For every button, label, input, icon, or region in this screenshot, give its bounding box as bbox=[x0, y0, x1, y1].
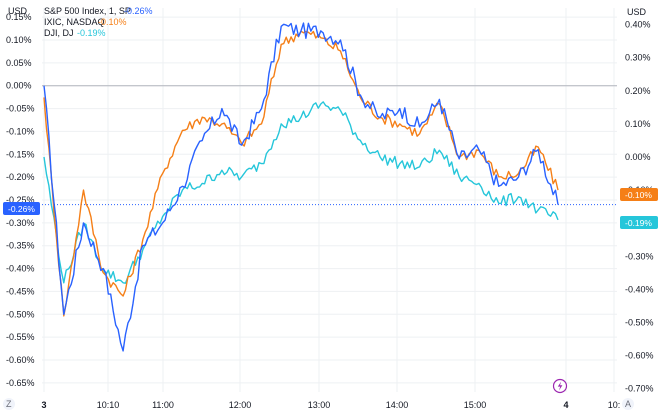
badge-ixic-text: -0.10% bbox=[625, 190, 652, 200]
time-tick-label: 10:10 bbox=[97, 400, 120, 410]
right-tick-label: 0.00% bbox=[625, 152, 651, 162]
left-tick-label: -0.30% bbox=[6, 218, 35, 228]
series-line-dji[interactable] bbox=[43, 101, 559, 284]
lightning-glyph bbox=[557, 381, 563, 391]
legend-label-dji: DJI, DJ bbox=[44, 28, 74, 38]
legend-value-dji: -0.19% bbox=[77, 28, 106, 38]
legend[interactable]: S&P 500 Index, 1, SP -0.26% IXIC, NASDAQ… bbox=[44, 6, 153, 38]
legend-label-spx: S&P 500 Index, 1, SP bbox=[44, 6, 131, 16]
series-lines[interactable] bbox=[43, 22, 559, 352]
left-tick-label: 0.00% bbox=[6, 81, 32, 91]
left-tick-label: -0.55% bbox=[6, 332, 35, 342]
auto-scale-right-label: A bbox=[625, 399, 631, 409]
badge-dji-text: -0.19% bbox=[625, 218, 652, 228]
last-price-badge-right-dji: -0.19% bbox=[620, 216, 658, 229]
legend-value-spx: -0.26% bbox=[124, 6, 153, 16]
time-tick-label: 13:00 bbox=[308, 400, 331, 410]
badge-spx-text: -0.26% bbox=[8, 204, 35, 214]
auto-scale-left-label: Z bbox=[6, 399, 12, 409]
left-axis-unit: USD bbox=[8, 6, 28, 16]
time-tick-label: 12:00 bbox=[229, 400, 252, 410]
time-tick-label: 14:00 bbox=[386, 400, 409, 410]
left-tick-label: -0.65% bbox=[6, 378, 35, 388]
left-tick-label: -0.60% bbox=[6, 355, 35, 365]
left-tick-label: -0.05% bbox=[6, 104, 35, 114]
last-price-badge-right-ixic: -0.10% bbox=[620, 188, 658, 201]
right-tick-label: -0.50% bbox=[625, 317, 654, 327]
right-tick-label: 0.40% bbox=[625, 20, 651, 30]
grid-lines bbox=[42, 8, 617, 392]
legend-label-ixic: IXIC, NASDAQ bbox=[44, 17, 105, 27]
time-axis[interactable]: 3 10:10 11:00 12:00 13:00 14:00 15:00 4 10: bbox=[41, 400, 620, 410]
time-tick-label: 3 bbox=[41, 400, 46, 410]
auto-scale-button-right[interactable]: A bbox=[622, 398, 634, 410]
time-tick-label: 4 bbox=[563, 400, 568, 410]
left-tick-label: -0.45% bbox=[6, 286, 35, 296]
left-tick-label: 0.15% bbox=[6, 12, 32, 22]
right-tick-label: 0.20% bbox=[625, 86, 651, 96]
left-tick-label: -0.35% bbox=[6, 241, 35, 251]
left-tick-label: 0.05% bbox=[6, 58, 32, 68]
right-tick-label: 0.10% bbox=[625, 119, 651, 129]
left-tick-label: -0.15% bbox=[6, 149, 35, 159]
left-tick-label: 0.10% bbox=[6, 35, 32, 45]
time-tick-label: 15:00 bbox=[464, 400, 487, 410]
series-line-spx[interactable] bbox=[43, 22, 559, 352]
left-tick-label: -0.20% bbox=[6, 172, 35, 182]
right-tick-label: -0.40% bbox=[625, 284, 654, 294]
legend-value-ixic: -0.10% bbox=[98, 17, 127, 27]
auto-scale-button-left[interactable]: Z bbox=[3, 398, 15, 410]
left-price-axis[interactable]: 0.15% 0.10% 0.05% 0.00% -0.05% -0.10% -0.15% -0… bbox=[6, 12, 35, 388]
left-tick-label: -0.10% bbox=[6, 126, 35, 136]
right-tick-label: 0.30% bbox=[625, 53, 651, 63]
last-price-badge-left: -0.26% bbox=[3, 202, 40, 215]
legend-item-spx[interactable]: S&P 500 Index, 1, SP -0.26% bbox=[44, 6, 153, 16]
right-tick-label: -0.30% bbox=[625, 251, 654, 261]
legend-item-ixic[interactable]: IXIC, NASDAQ -0.10% bbox=[44, 17, 127, 27]
right-axis-unit: USD bbox=[627, 7, 647, 17]
time-tick-label: 11:00 bbox=[152, 400, 174, 410]
legend-item-dji[interactable]: DJI, DJ -0.19% bbox=[44, 28, 106, 38]
left-tick-label: -0.40% bbox=[6, 264, 35, 274]
time-tick-label: 10: bbox=[608, 400, 621, 410]
event-marker[interactable] bbox=[552, 378, 568, 394]
left-tick-label: -0.25% bbox=[6, 195, 35, 205]
right-tick-label: -0.60% bbox=[625, 351, 654, 361]
right-tick-label: -0.70% bbox=[625, 384, 654, 394]
left-tick-label: -0.50% bbox=[6, 309, 35, 319]
